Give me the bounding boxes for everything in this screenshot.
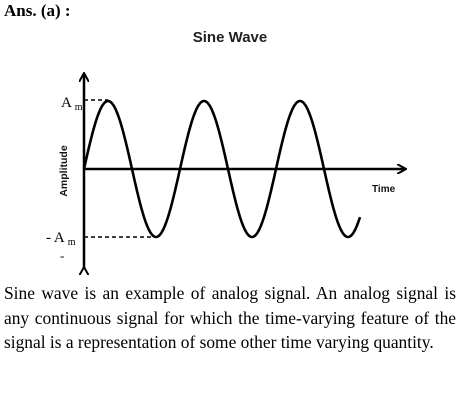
- x-axis-label: Time: [372, 184, 396, 195]
- neg-amplitude-label: - A m: [46, 230, 76, 248]
- pos-amplitude-label: A m: [61, 95, 83, 113]
- pos-amplitude-sub: m: [75, 102, 83, 113]
- sine-wave-curve: [82, 99, 362, 239]
- answer-label: Ans. (a) :: [4, 1, 71, 20]
- y-axis-label: Amplitude: [58, 145, 70, 196]
- neg-amplitude-main: - A: [46, 230, 65, 246]
- neg-amplitude-sub: m: [68, 237, 76, 248]
- pos-amplitude-main: A: [61, 95, 72, 111]
- diagram-title: Sine Wave: [192, 29, 268, 46]
- minus-mark: -: [60, 248, 64, 263]
- sine-wave-diagram: Amplitude Time A m - A m -: [46, 0, 467, 275]
- explanation-text: Sine wave is an example of analog signal…: [4, 283, 456, 352]
